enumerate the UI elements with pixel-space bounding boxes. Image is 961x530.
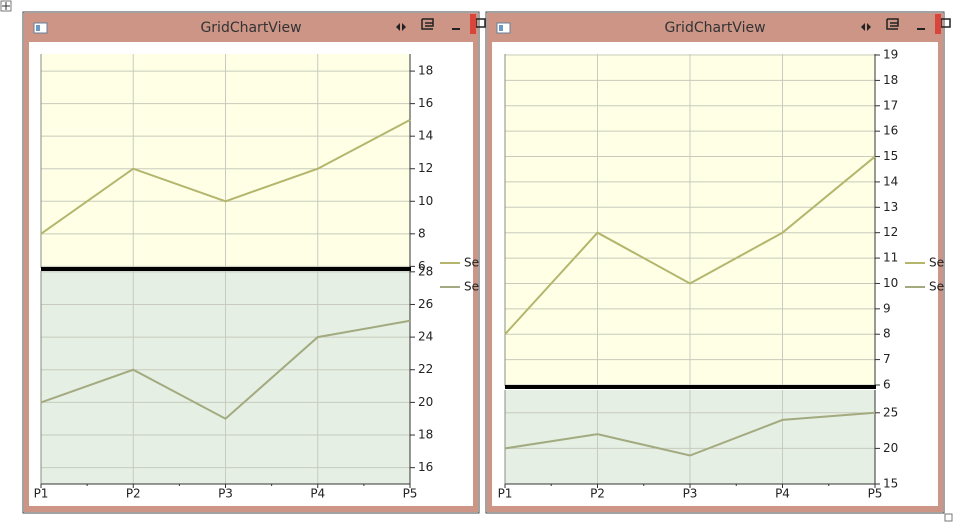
window-icon-inner: [36, 25, 40, 31]
dock-button[interactable]: [886, 18, 899, 30]
window-title: GridChartView: [664, 20, 765, 36]
window-frame: [485, 11, 945, 514]
y-tick-label: 9: [883, 301, 891, 315]
series-line: [504, 155, 876, 335]
y-tick-label: 6: [418, 259, 426, 273]
y-tick-label: 25: [883, 405, 898, 419]
x-tick-label: P3: [683, 487, 698, 501]
close-strip[interactable]: [470, 14, 476, 34]
x-tick-label: P2: [126, 487, 141, 501]
window-frame: [22, 11, 480, 514]
y-tick-label: 28: [418, 264, 433, 278]
y-tick-label: 16: [883, 124, 898, 138]
legend-label: Se: [464, 256, 479, 270]
y-tick-label: 11: [883, 251, 898, 265]
window-icon-inner: [499, 25, 503, 31]
legend-label: Se: [464, 280, 479, 294]
y-tick-label: 19: [883, 48, 898, 62]
y-tick-label: 18: [418, 428, 433, 442]
pane-splitter[interactable]: [41, 267, 411, 271]
y-tick-label: 15: [883, 477, 898, 491]
y-tick-label: 17: [883, 98, 898, 112]
legend-label: Se: [929, 280, 944, 294]
series-line: [504, 411, 876, 457]
window-icon: [33, 22, 48, 34]
y-tick-label: 20: [418, 395, 433, 409]
pane-splitter[interactable]: [505, 385, 876, 389]
x-tick-label: P5: [403, 487, 418, 501]
dock-button[interactable]: [421, 18, 434, 30]
y-tick-label: 6: [883, 377, 891, 391]
y-tick-label: 10: [418, 194, 433, 208]
y-tick-label: 15: [883, 149, 898, 163]
y-tick-label: 24: [418, 330, 433, 344]
y-tick-label: 8: [418, 226, 426, 240]
move-handle[interactable]: [0, 0, 12, 12]
x-tick-label: P2: [590, 487, 605, 501]
x-tick-label: P4: [775, 487, 790, 501]
window-icon: [496, 22, 511, 34]
legend-label: Se: [929, 256, 944, 270]
y-tick-label: 14: [418, 129, 433, 143]
y-tick-label: 18: [883, 73, 898, 87]
x-tick-label: P5: [868, 487, 883, 501]
swap-button[interactable]: [396, 23, 406, 31]
series-line: [40, 119, 411, 235]
swap-button[interactable]: [861, 23, 871, 31]
x-tick-label: P1: [34, 487, 49, 501]
y-tick-label: 12: [883, 225, 898, 239]
x-tick-label: P1: [498, 487, 513, 501]
series-line: [40, 319, 411, 420]
y-tick-label: 26: [418, 297, 433, 311]
y-tick-label: 12: [418, 161, 433, 175]
y-tick-label: 8: [883, 327, 891, 341]
y-tick-label: 7: [883, 352, 891, 366]
y-tick-label: 16: [418, 96, 433, 110]
resize-handle[interactable]: [944, 513, 953, 522]
y-tick-label: 22: [418, 362, 433, 376]
close-strip[interactable]: [935, 14, 941, 34]
y-tick-label: 14: [883, 174, 898, 188]
y-tick-label: 13: [883, 200, 898, 214]
x-tick-label: P4: [310, 487, 325, 501]
y-tick-label: 20: [883, 441, 898, 455]
y-tick-label: 18: [418, 64, 433, 78]
x-tick-label: P3: [218, 487, 233, 501]
window-title: GridChartView: [200, 20, 301, 36]
y-tick-label: 16: [418, 460, 433, 474]
y-tick-label: 10: [883, 276, 898, 290]
